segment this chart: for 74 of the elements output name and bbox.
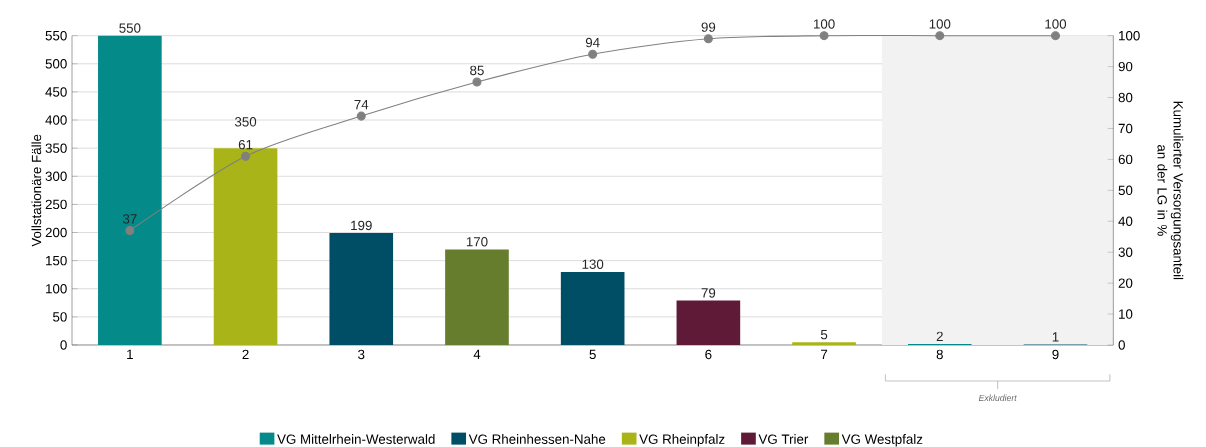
point	[241, 151, 251, 161]
x-tick-label: 3	[358, 349, 365, 360]
y-axis-title: Vollstationäre Fälle	[31, 134, 42, 247]
legend-label: VG Westpfalz	[841, 434, 923, 447]
data-label: 550	[119, 23, 141, 33]
legend-label: VG Mittelrhein-Westerwald	[277, 434, 435, 444]
legend-label: VG Rheinhessen-Nahe	[468, 434, 606, 444]
y-tick-label: 0	[60, 340, 67, 350]
y2-tick-label: 90	[1118, 61, 1133, 72]
data-label: 1	[1052, 332, 1059, 342]
bar	[676, 300, 741, 345]
y2-tick-label: 20	[1118, 278, 1133, 288]
y-tick-label: 50	[53, 312, 67, 322]
y-tick-label: 200	[45, 227, 67, 238]
bar	[445, 249, 509, 345]
data-label: 74	[354, 99, 369, 110]
data-label: 99	[701, 22, 716, 32]
y2-tick-label: 100	[1119, 30, 1140, 41]
x-tick-label: 2	[242, 349, 249, 360]
x-tick-label: 1	[127, 349, 133, 359]
point	[125, 226, 135, 236]
data-label: 350	[234, 117, 257, 127]
y-tick-label: 450	[45, 87, 67, 97]
bar	[329, 233, 394, 345]
x-tick-label: 6	[705, 349, 712, 360]
point	[472, 77, 482, 87]
y-tick-label: 400	[45, 115, 67, 125]
y2-tick-label: 50	[1118, 185, 1133, 196]
point	[1050, 31, 1061, 41]
y-tick-label: 250	[45, 199, 67, 210]
data-label: 100	[929, 19, 951, 29]
text: Exkludiert	[978, 394, 1017, 401]
bar	[792, 342, 856, 345]
x-tick-label: 7	[821, 349, 828, 359]
x-tick-label: 9	[1052, 349, 1059, 360]
point	[703, 34, 713, 44]
y-tick-label: 300	[45, 171, 67, 181]
point	[819, 31, 829, 41]
bar	[213, 148, 278, 345]
data-label: 61	[238, 139, 253, 150]
y2-tick-label: 70	[1118, 123, 1133, 134]
point	[356, 111, 366, 121]
y-tick-label: 150	[46, 255, 67, 266]
data-label: 94	[585, 37, 600, 48]
data-label: 199	[351, 220, 372, 231]
y2-axis-title: Kumulierter Versorgungsanteil an der LG in %	[1157, 101, 1184, 280]
point	[588, 49, 598, 59]
y2-tick-label: 40	[1118, 216, 1133, 226]
legend-label: VG Rheinpfalz	[639, 434, 725, 447]
y2-tick-label: 0	[1118, 340, 1125, 350]
x-tick-label: 8	[936, 349, 943, 360]
y-tick-label: 100	[46, 284, 67, 294]
y-tick-label: 350	[45, 143, 67, 153]
y2-tick-label: 10	[1119, 309, 1133, 319]
bar	[560, 271, 625, 345]
y-tick-label: 500	[45, 59, 67, 69]
data-label: 2	[936, 331, 943, 341]
bar	[98, 35, 162, 345]
legend-label: VG Trier	[758, 434, 809, 444]
x-tick-label: 4	[473, 349, 481, 359]
data-label: 37	[122, 214, 137, 224]
y-tick-label: 550	[45, 30, 67, 41]
point	[935, 31, 945, 41]
y2-tick-label: 30	[1118, 247, 1133, 257]
y2-tick-label: 60	[1118, 154, 1133, 165]
data-label: 79	[701, 288, 716, 298]
data-label: 5	[820, 329, 828, 340]
data-label: 130	[582, 259, 604, 269]
data-label: 100	[1045, 19, 1067, 29]
data-label: 100	[813, 19, 835, 29]
x-tick-label: 5	[589, 349, 596, 360]
data-label: 85	[470, 65, 484, 76]
y2-tick-label: 80	[1118, 92, 1133, 103]
data-label: 170	[466, 237, 488, 247]
